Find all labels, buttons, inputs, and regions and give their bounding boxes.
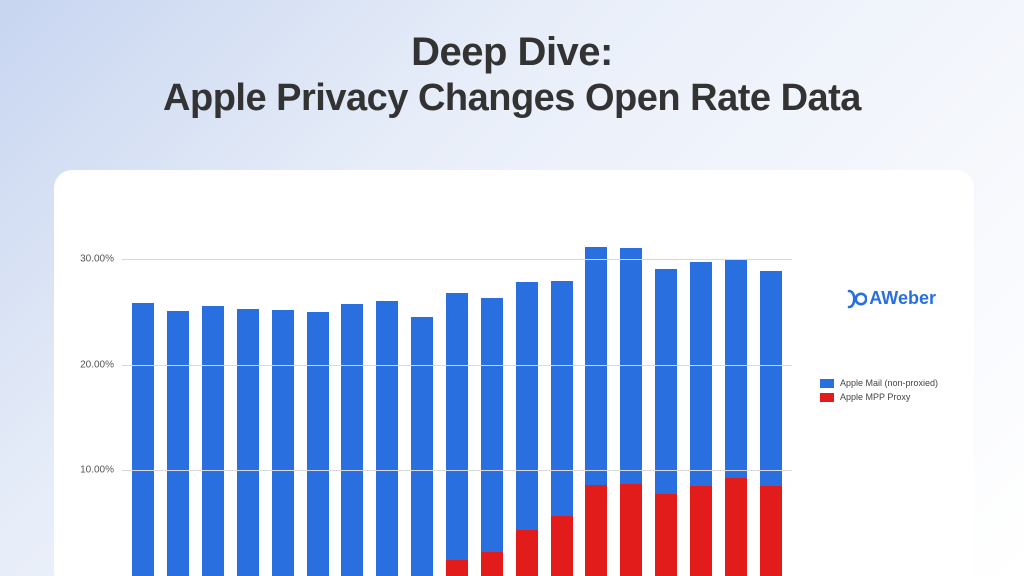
bar-segment-nonproxied: [655, 269, 677, 493]
bar-slot: [440, 206, 475, 576]
bar-slot: [649, 206, 684, 576]
stacked-bar: [411, 317, 433, 576]
stacked-bar: [202, 306, 224, 576]
bar-slot: [474, 206, 509, 576]
stacked-bar: [481, 298, 503, 576]
bars-container: [122, 206, 792, 576]
bar-slot: [544, 206, 579, 576]
bar-slot: [684, 206, 719, 576]
bar-segment-nonproxied: [341, 304, 363, 576]
bar-segment-mpp: [516, 530, 538, 576]
legend-label: Apple Mail (non-proxied): [840, 378, 938, 388]
bar-segment-nonproxied: [237, 309, 259, 576]
bar-segment-nonproxied: [725, 259, 747, 478]
stacked-bar: [341, 304, 363, 576]
bar-segment-nonproxied: [690, 262, 712, 486]
brand-text: AWeber: [869, 288, 936, 309]
bar-segment-mpp: [655, 494, 677, 576]
bar-slot: [718, 206, 753, 576]
stacked-bar: [725, 259, 747, 576]
bar-segment-nonproxied: [307, 312, 329, 576]
bar-segment-mpp: [760, 486, 782, 576]
headline: Deep Dive: Apple Privacy Changes Open Ra…: [0, 0, 1024, 120]
bar-slot: [300, 206, 335, 576]
bar-segment-mpp: [446, 560, 468, 576]
bar-segment-mpp: [690, 486, 712, 576]
bar-slot: [509, 206, 544, 576]
stacked-bar: [585, 247, 607, 576]
bar-segment-nonproxied: [446, 293, 468, 560]
legend-item: Apple Mail (non-proxied): [820, 378, 938, 388]
stacked-bar: [516, 282, 538, 576]
bar-segment-mpp: [551, 516, 573, 576]
bar-slot: [265, 206, 300, 576]
bar-slot: [126, 206, 161, 576]
legend: Apple Mail (non-proxied) Apple MPP Proxy: [820, 378, 938, 406]
stacked-bar: [655, 269, 677, 576]
y-axis-label: 20.00%: [80, 359, 114, 370]
legend-swatch: [820, 379, 834, 388]
bar-segment-nonproxied: [516, 282, 538, 529]
stacked-bar: [551, 281, 573, 576]
bar-segment-nonproxied: [551, 281, 573, 516]
legend-item: Apple MPP Proxy: [820, 392, 938, 402]
bar-slot: [231, 206, 266, 576]
stacked-bar: [237, 309, 259, 576]
bar-slot: [405, 206, 440, 576]
legend-label: Apple MPP Proxy: [840, 392, 910, 402]
bar-slot: [335, 206, 370, 576]
legend-swatch: [820, 393, 834, 402]
bar-segment-nonproxied: [585, 247, 607, 485]
bar-slot: [579, 206, 614, 576]
bar-segment-nonproxied: [481, 298, 503, 552]
bar-segment-nonproxied: [202, 306, 224, 576]
bar-slot: [161, 206, 196, 576]
bar-slot: [753, 206, 788, 576]
bar-slot: [196, 206, 231, 576]
gridline: 10.00%: [122, 470, 792, 471]
bar-segment-nonproxied: [376, 301, 398, 576]
bar-segment-mpp: [620, 484, 642, 576]
bar-segment-nonproxied: [132, 303, 154, 576]
stacked-bar: [620, 248, 642, 576]
headline-line-1: Deep Dive:: [0, 30, 1024, 75]
chart-plot-area: 10.00% 20.00% 30.00%: [122, 206, 792, 576]
gridline: 30.00%: [122, 259, 792, 260]
bar-segment-nonproxied: [272, 310, 294, 576]
bar-segment-mpp: [725, 478, 747, 576]
bar-slot: [614, 206, 649, 576]
y-axis-label: 30.00%: [80, 253, 114, 264]
chart-card: 10.00% 20.00% 30.00% AWeber Apple Mail (no…: [54, 170, 974, 576]
gridline: 20.00%: [122, 365, 792, 366]
brand-logo: AWeber: [847, 288, 936, 309]
aweber-icon: [847, 289, 867, 309]
stacked-bar: [446, 293, 468, 576]
stacked-bar: [132, 303, 154, 576]
bar-slot: [370, 206, 405, 576]
bar-segment-nonproxied: [411, 317, 433, 576]
bar-segment-mpp: [585, 485, 607, 576]
bar-segment-nonproxied: [167, 311, 189, 576]
bar-segment-nonproxied: [760, 271, 782, 487]
bar-segment-nonproxied: [620, 248, 642, 484]
y-axis-label: 10.00%: [80, 465, 114, 476]
stacked-bar: [272, 310, 294, 576]
stacked-bar: [307, 312, 329, 576]
stacked-bar: [690, 262, 712, 576]
stacked-bar: [376, 301, 398, 576]
stacked-bar: [167, 311, 189, 576]
headline-line-2: Apple Privacy Changes Open Rate Data: [0, 77, 1024, 120]
stacked-bar: [760, 271, 782, 576]
bar-segment-mpp: [481, 552, 503, 576]
